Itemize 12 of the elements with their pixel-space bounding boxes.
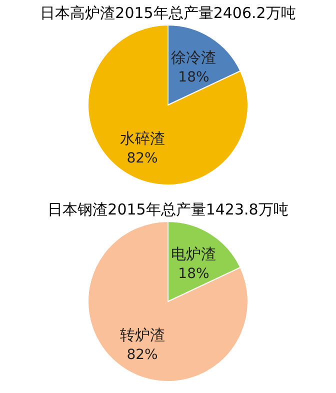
data-label: 82%: [126, 150, 158, 167]
pie-slice: [88, 24, 248, 186]
slice-label: 徐冷渣: [171, 48, 216, 66]
data-label: 18%: [178, 266, 210, 282]
chart-title: 日本高炉渣2015年总产量2406.2万吨: [40, 4, 296, 22]
pie-slice: [88, 221, 248, 382]
slice-label: 转炉渣: [120, 326, 165, 344]
slice-label: 电炉渣: [171, 244, 216, 263]
data-label: 18%: [178, 69, 210, 86]
chart-title: 日本钢渣2015年总产量1423.8万吨: [48, 200, 288, 218]
data-label: 82%: [126, 347, 158, 364]
slice-label: 水碎渣: [120, 130, 165, 148]
